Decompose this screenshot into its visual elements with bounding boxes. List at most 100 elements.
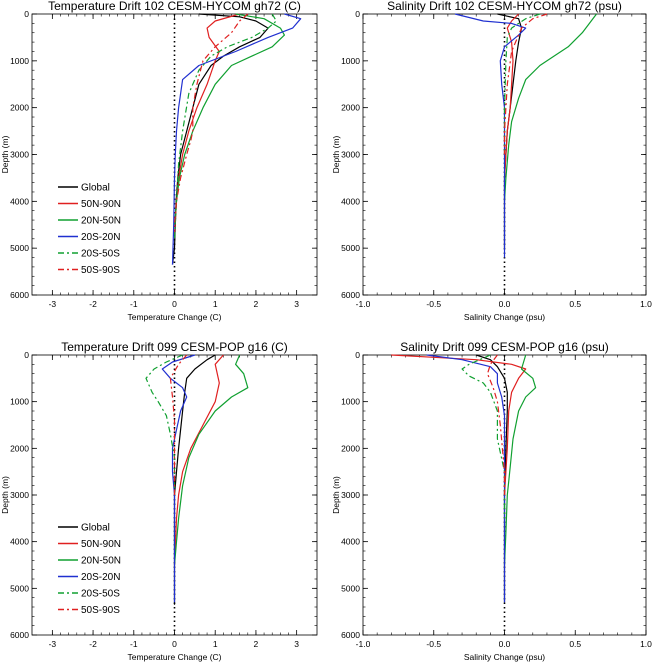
x-tick-label: -0.5 <box>426 639 441 649</box>
y-tick-label: 4000 <box>10 537 29 547</box>
x-axis-label: Salinity Change (psu) <box>464 652 545 662</box>
series-line-20s-20n <box>171 13 302 265</box>
x-tick-label: 3 <box>294 639 299 649</box>
y-tick-label: 4000 <box>341 196 360 206</box>
x-tick-label: -1 <box>130 639 138 649</box>
series-line-50n-90n <box>391 354 527 496</box>
x-tick-label: 1.0 <box>640 639 652 649</box>
x-tick-label: 1 <box>213 299 218 309</box>
series-line-20n-50n <box>503 13 597 202</box>
y-tick-label: 5000 <box>341 243 360 253</box>
y-axis-label: Depth (m) <box>0 135 10 173</box>
y-tick-label: 0 <box>24 350 29 360</box>
x-tick-label: 0.0 <box>499 639 511 649</box>
y-tick-label: 2000 <box>341 443 360 453</box>
y-axis-label: Depth (m) <box>331 135 341 173</box>
y-axis-label: Depth (m) <box>331 476 341 514</box>
y-tick-label: 4000 <box>341 537 360 547</box>
x-tick-label: 0.5 <box>569 299 581 309</box>
series-line-global <box>476 354 508 603</box>
y-tick-label: 5000 <box>10 243 29 253</box>
y-tick-label: 5000 <box>10 583 29 593</box>
series-line-20s-20n <box>161 354 196 603</box>
legend-label: 50N-90N <box>81 199 121 210</box>
chart-panel-1: Temperature Drift 102 CESM-HYCOM gh72 (C… <box>0 0 318 322</box>
legend-label: 50S-90S <box>81 605 120 616</box>
series-line-20s-50s <box>503 13 541 155</box>
legend-label: Global <box>81 183 110 194</box>
x-tick-label: 1.0 <box>640 299 652 309</box>
legend-label: 20N-50N <box>81 556 121 567</box>
legend-label: 20S-50S <box>81 249 120 260</box>
y-tick-label: 3000 <box>10 150 29 160</box>
chart-panel-3: Temperature Drift 099 CESM-POP g16 (C) -3… <box>0 340 318 662</box>
y-tick-label: 1000 <box>10 56 29 66</box>
legend-label: 20S-20N <box>81 572 120 583</box>
y-tick-label: 1000 <box>341 56 360 66</box>
x-tick-label: 2 <box>254 639 259 649</box>
series-line-global <box>497 13 523 249</box>
series-line-50s-90s <box>503 13 548 155</box>
y-tick-label: 2000 <box>10 103 29 113</box>
y-tick-label: 6000 <box>341 630 360 640</box>
series-line-50n-90n <box>173 354 224 566</box>
x-tick-label: 3 <box>294 299 299 309</box>
series-line-20s-20n <box>454 13 527 258</box>
y-tick-label: 3000 <box>10 490 29 500</box>
legend: Global 50N-90N 20N-50N 20S-20N 20S-50S 50S-90… <box>58 523 121 616</box>
series-line-50n-90n <box>173 13 240 235</box>
series-line-50n-90n <box>503 13 520 178</box>
x-tick-label: 0.0 <box>499 299 511 309</box>
x-tick-label: -2 <box>89 299 97 309</box>
chart-title: Temperature Drift 099 CESM-POP g16 (C) <box>61 340 288 354</box>
y-tick-label: 3000 <box>341 150 360 160</box>
x-axis-label: Temperature Change (C) <box>127 312 221 322</box>
chart-title: Salinity Drift 102 CESM-HYCOM gh72 (psu) <box>387 0 622 13</box>
series-line-20s-50s <box>145 354 183 495</box>
series-line-20n-50n <box>173 354 249 566</box>
y-tick-label: 1000 <box>10 397 29 407</box>
legend-label: 20N-50N <box>81 216 121 227</box>
legend-label: 20S-20N <box>81 232 120 243</box>
x-tick-label: -1.0 <box>356 299 371 309</box>
y-tick-label: 0 <box>355 9 360 19</box>
x-tick-label: 1 <box>213 639 218 649</box>
y-tick-label: 0 <box>355 350 360 360</box>
y-axis-label: Depth (m) <box>0 476 10 514</box>
x-tick-label: 2 <box>254 299 259 309</box>
x-axis-label: Salinity Change (psu) <box>464 312 545 322</box>
series-line-20s-50s <box>173 13 277 239</box>
legend: Global 50N-90N 20N-50N 20S-20N 20S-50S 50S-90… <box>58 183 121 276</box>
chart-panel-4: Salinity Drift 099 CESM-POP g16 (psu) -1.… <box>331 340 652 662</box>
series-line-50s-90s <box>173 13 249 225</box>
x-tick-label: -2 <box>89 639 97 649</box>
series-line-50s-90s <box>486 354 506 495</box>
x-tick-label: 0 <box>172 299 177 309</box>
series-line-50s-90s <box>169 354 188 495</box>
x-tick-label: 0.5 <box>569 639 581 649</box>
x-tick-label: -1 <box>130 299 138 309</box>
y-tick-label: 0 <box>24 9 29 19</box>
legend-label: 20S-50S <box>81 589 120 600</box>
legend-label: Global <box>81 523 110 534</box>
chart-title: Temperature Drift 102 CESM-HYCOM gh72 (C… <box>48 0 301 13</box>
series-line-20s-20n <box>426 354 506 603</box>
x-tick-label: 0 <box>172 639 177 649</box>
legend-label: 50N-90N <box>81 539 121 550</box>
series-line-20n-50n <box>173 13 285 225</box>
x-tick-label: -0.5 <box>426 299 441 309</box>
y-tick-label: 4000 <box>10 196 29 206</box>
x-tick-label: -3 <box>49 639 57 649</box>
series-line-20n-50n <box>503 354 537 566</box>
y-tick-label: 6000 <box>341 290 360 300</box>
y-tick-label: 2000 <box>341 103 360 113</box>
series-line-20s-50s <box>461 354 506 519</box>
legend-label: 50S-90S <box>81 265 120 276</box>
y-tick-label: 2000 <box>10 443 29 453</box>
y-tick-label: 1000 <box>341 397 360 407</box>
x-axis-label: Temperature Change (C) <box>127 652 221 662</box>
y-tick-label: 6000 <box>10 290 29 300</box>
y-tick-label: 3000 <box>341 490 360 500</box>
x-tick-label: -1.0 <box>356 639 371 649</box>
